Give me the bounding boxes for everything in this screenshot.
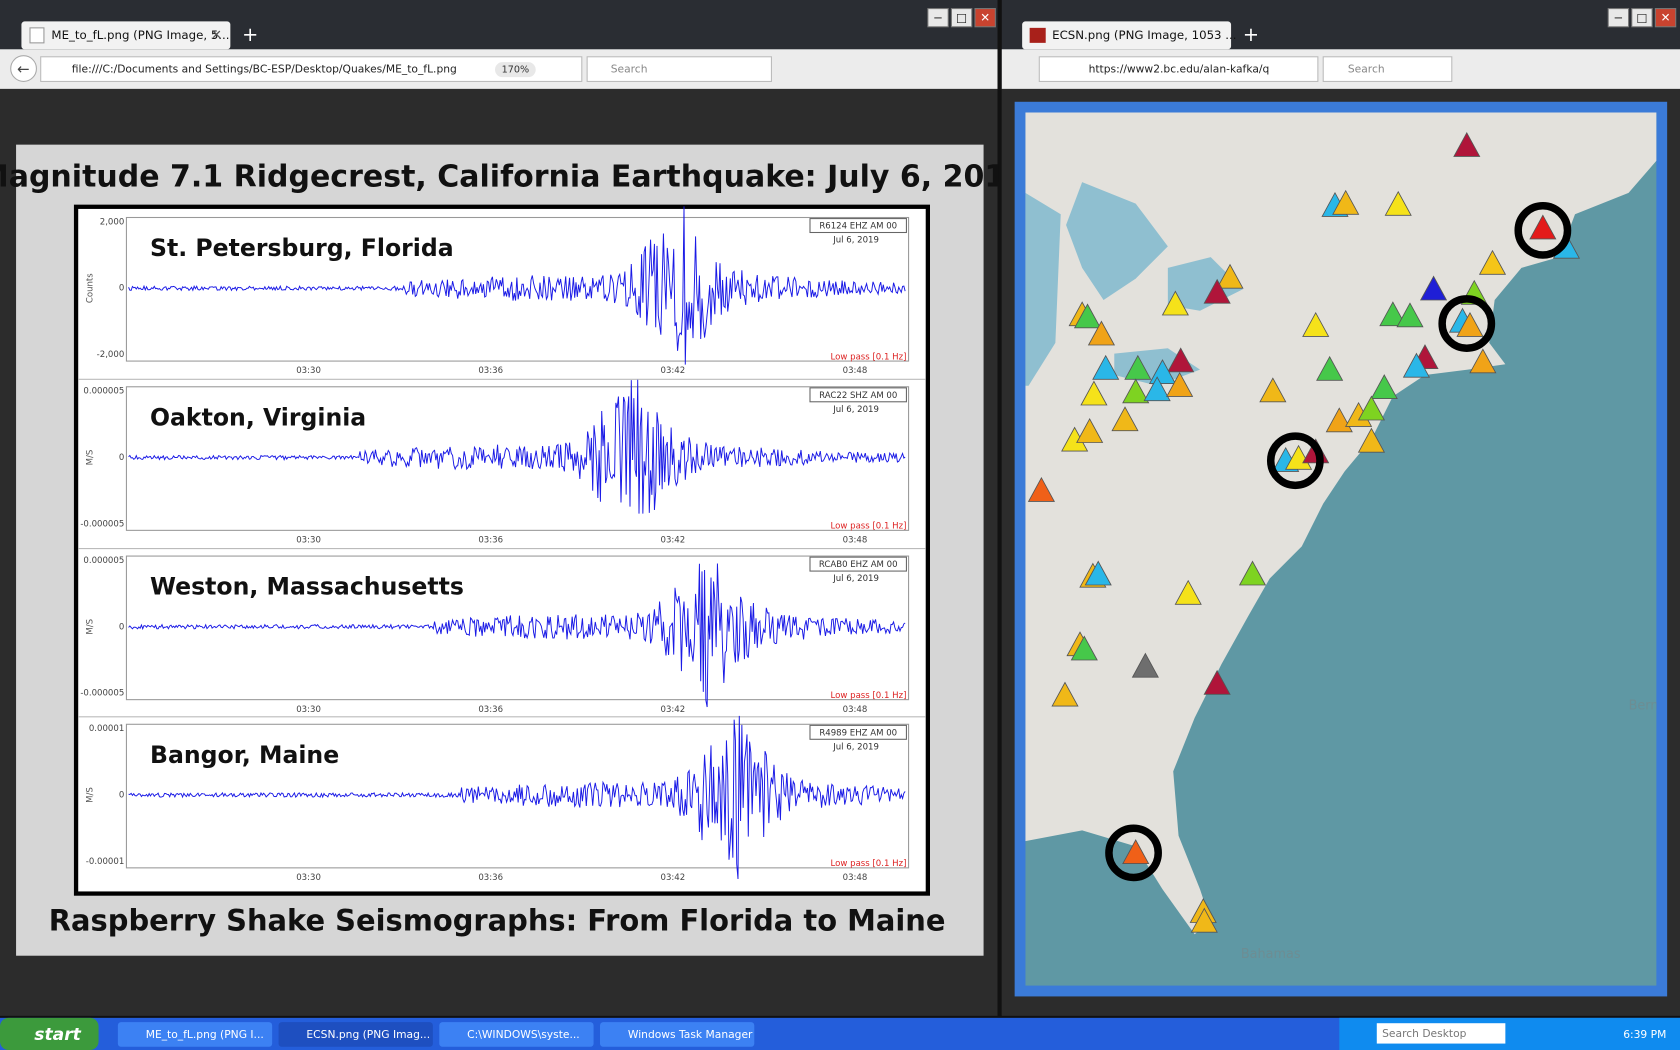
station-code: R4989 EHZ AM 00 — [819, 728, 897, 738]
filter-label: Low pass [0.1 Hz] — [831, 352, 907, 362]
x-tick-label: 03:30 — [296, 536, 321, 546]
station-code: R6124 EHZ AM 00 — [819, 222, 897, 232]
x-tick-label: 03:36 — [478, 873, 503, 883]
desktop-search-label[interactable]: Search Desktop — [1382, 1027, 1467, 1040]
x-tick-label: 03:48 — [843, 705, 868, 715]
filter-label: Low pass [0.1 Hz] — [831, 691, 907, 701]
x-tick-label: 03:36 — [478, 705, 503, 715]
url[interactable]: https://www2.bc.edu/alan-kafka/q — [1089, 63, 1270, 76]
station-date: Jul 6, 2019 — [832, 405, 879, 415]
station-label: Bangor, Maine — [150, 741, 339, 769]
filter-label: Low pass [0.1 Hz] — [831, 859, 907, 869]
y-tick-label: 0.00001 — [89, 724, 124, 734]
y-tick-label: -0.000005 — [80, 519, 124, 529]
search[interactable]: Search — [1348, 63, 1385, 76]
window-button-icon: − — [933, 11, 943, 25]
window-button-icon: − — [1613, 11, 1623, 25]
start-label[interactable]: start — [34, 1025, 81, 1045]
window-button-icon: □ — [956, 11, 967, 25]
window-button-icon: □ — [1636, 11, 1647, 25]
y-unit: M/S — [86, 450, 96, 466]
x-tick-label: 03:30 — [296, 366, 321, 376]
zoom[interactable]: 170% — [502, 65, 530, 76]
image-footer: Raspberry Shake Seismographs: From Flori… — [49, 904, 946, 938]
taskbar-button-label[interactable]: C:\WINDOWS\syste... — [467, 1028, 580, 1041]
new-tab[interactable]: + — [242, 23, 258, 46]
x-tick-label: 03:42 — [661, 366, 686, 376]
new-tab[interactable]: + — [1243, 23, 1259, 46]
y-tick-label: 0 — [119, 453, 124, 463]
x-tick-label: 03:42 — [661, 536, 686, 546]
x-tick-label: 03:36 — [478, 536, 503, 546]
y-tick-label: -0.00001 — [86, 857, 125, 867]
x-tick-label: 03:42 — [661, 705, 686, 715]
x-tick-label: 03:36 — [478, 366, 503, 376]
y-unit: M/S — [86, 787, 96, 803]
station-label: St. Petersburg, Florida — [150, 234, 454, 262]
image-title: Magnitude 7.1 Ridgecrest, California Ear… — [0, 159, 1026, 194]
window-button-icon: ✕ — [1661, 11, 1671, 25]
x-tick-label: 03:30 — [296, 705, 321, 715]
y-unit: M/S — [86, 619, 96, 635]
filter-label: Low pass [0.1 Hz] — [831, 522, 907, 532]
y-tick-label: -0.000005 — [80, 689, 124, 699]
y-tick-label: 0 — [119, 622, 124, 632]
map-label: Bahamas — [1241, 947, 1301, 962]
y-tick-label: 0.000005 — [83, 387, 124, 397]
tab-close[interactable]: ✕ — [211, 28, 222, 43]
search[interactable]: Search — [611, 63, 648, 76]
search-box[interactable] — [1323, 57, 1452, 82]
y-tick-label: 0.000005 — [83, 556, 124, 566]
back-arrow: ← — [17, 60, 30, 78]
station-date: Jul 6, 2019 — [832, 742, 879, 752]
url[interactable]: file:///C:/Documents and Settings/BC-ESP… — [72, 63, 457, 76]
station-date: Jul 6, 2019 — [832, 236, 879, 246]
y-tick-label: -2,000 — [97, 350, 125, 360]
tab-icon — [1030, 28, 1046, 43]
x-tick-label: 03:42 — [661, 873, 686, 883]
x-tick-label: 03:48 — [843, 366, 868, 376]
tab-icon — [30, 28, 44, 43]
tab-title[interactable]: ECSN.png (PNG Image, 1053 ... — [1052, 28, 1236, 42]
y-unit: Counts — [86, 273, 96, 303]
window-button-icon: ✕ — [980, 11, 990, 25]
station-label: Weston, Massachusetts — [150, 573, 464, 601]
y-tick-label: 2,000 — [100, 217, 125, 227]
y-tick-label: 0 — [119, 791, 124, 801]
station-code: RCAB0 EHZ AM 00 — [819, 560, 898, 570]
y-tick-label: 0 — [119, 284, 124, 294]
station-date: Jul 6, 2019 — [832, 574, 879, 584]
station-label: Oakton, Virginia — [150, 403, 366, 431]
clock: 6:39 PM — [1623, 1028, 1666, 1041]
x-tick-label: 03:48 — [843, 536, 868, 546]
tab-title[interactable]: ME_to_fL.png (PNG Image, 5... — [51, 28, 229, 42]
x-tick-label: 03:48 — [843, 873, 868, 883]
taskbar-button-label[interactable]: ME_to_fL.png (PNG I... — [146, 1028, 264, 1041]
station-code: RAC22 SHZ AM 00 — [819, 391, 897, 401]
x-tick-label: 03:30 — [296, 873, 321, 883]
map: Bahamas Berm — [1025, 113, 1662, 986]
taskbar-button-label[interactable]: ECSN.png (PNG Imag... — [306, 1028, 430, 1041]
taskbar-button-label[interactable]: Windows Task Manager — [628, 1028, 753, 1041]
